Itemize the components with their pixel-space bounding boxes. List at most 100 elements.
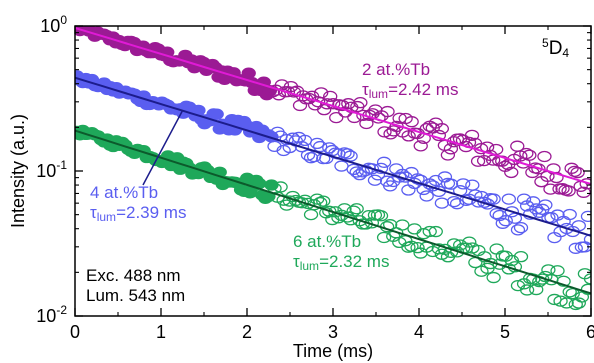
data-point: [553, 295, 568, 307]
data-point: [358, 164, 373, 177]
data-point: [486, 193, 501, 205]
x-tick-label: 4: [414, 322, 424, 342]
data-point: [309, 137, 325, 150]
data-point: [495, 217, 510, 229]
level-label-sub: 4: [562, 46, 570, 60]
x-tick-label: 0: [70, 322, 80, 342]
fit-line: [75, 76, 591, 237]
data-point: [504, 166, 519, 179]
data-point: [241, 67, 256, 79]
series-label-6-tau: τlum=2.32 ms: [293, 252, 390, 273]
data-point: [456, 178, 471, 190]
series-label-4-tau: τlum=2.39 ms: [90, 203, 187, 224]
data-point: [407, 223, 422, 235]
data-point: [434, 197, 450, 209]
series-1: [75, 26, 591, 198]
data-point: [434, 123, 450, 135]
data-point: [538, 199, 553, 211]
data-point: [446, 195, 462, 208]
data-point: [529, 283, 544, 296]
data-point: [464, 129, 480, 142]
series-label-4: 4 at.%Tb τlum=2.39 ms: [90, 183, 186, 227]
data-point: [392, 171, 407, 183]
data-point: [264, 179, 279, 191]
data-point: [561, 185, 576, 197]
data-point: [329, 111, 344, 124]
luminescence-text: Lum. 543 nm: [86, 286, 186, 305]
series-label-6-conc: 6 at.%Tb: [293, 232, 362, 251]
data-point: [465, 179, 480, 191]
fit-line: [75, 129, 591, 295]
data-point: [349, 166, 364, 178]
data-point: [337, 203, 352, 215]
data-point: [519, 147, 534, 160]
y-tick-label: 10-2: [36, 303, 67, 326]
series-3: [75, 124, 591, 311]
x-tick-label: 5: [500, 322, 510, 342]
data-point: [532, 206, 547, 218]
data-point: [522, 149, 537, 161]
data-point: [550, 265, 565, 277]
data-point: [549, 171, 564, 184]
data-point: [571, 220, 586, 232]
data-point: [537, 150, 552, 163]
data-point: [513, 221, 529, 234]
data-point: [571, 297, 586, 309]
fit-line: [75, 26, 591, 185]
x-tick-label: 3: [328, 322, 338, 342]
data-point: [543, 183, 558, 195]
data-point: [443, 178, 459, 190]
level-label-main: D: [548, 38, 563, 59]
data-point: [309, 193, 325, 205]
data-point: [346, 205, 361, 217]
x-tick-label: 1: [156, 322, 166, 342]
data-point: [340, 148, 355, 160]
series-label-4-conc: 4 at.%Tb: [90, 183, 159, 202]
data-point: [580, 283, 591, 295]
data-point: [361, 209, 377, 222]
data-point: [431, 243, 446, 255]
data-point: [547, 293, 562, 306]
data-point: [449, 198, 465, 210]
data-point: [579, 178, 591, 190]
data-point: [570, 166, 585, 179]
data-point: [209, 108, 224, 120]
data-point: [404, 116, 419, 128]
data-point: [335, 99, 350, 112]
data-point: [470, 155, 486, 167]
data-point: [320, 98, 335, 110]
data-point: [380, 105, 395, 118]
series-label-2-tau: τlum=2.42 ms: [362, 80, 459, 101]
series-label-2-conc: 2 at.%Tb: [362, 60, 431, 79]
data-point: [376, 231, 392, 244]
data-point: [294, 141, 310, 153]
data-point: [583, 233, 591, 246]
data-point: [516, 193, 532, 205]
y-tick-label: 10-1: [36, 158, 67, 181]
data-point: [422, 225, 437, 238]
data-point: [583, 273, 591, 285]
data-point: [580, 210, 591, 223]
data-layer: [75, 26, 591, 311]
data-point: [317, 103, 332, 116]
y-tick-label: 100: [40, 13, 67, 36]
data-point: [322, 205, 337, 217]
data-point: [568, 242, 583, 254]
data-point: [510, 224, 526, 236]
series-label-6: 6 at.%Tb τlum=2.32 ms: [293, 232, 389, 276]
level-label-prefix: 5: [542, 36, 549, 50]
data-point: [313, 140, 328, 153]
data-point: [428, 225, 443, 238]
data-point: [559, 297, 574, 309]
data-point: [395, 219, 410, 231]
x-axis-label: Time (ms): [293, 341, 373, 361]
data-point: [410, 173, 425, 185]
data-point: [273, 181, 288, 193]
data-point: [541, 264, 556, 276]
data-point: [443, 143, 459, 155]
data-point: [373, 210, 389, 222]
data-point: [313, 87, 329, 99]
data-point: [462, 236, 477, 248]
